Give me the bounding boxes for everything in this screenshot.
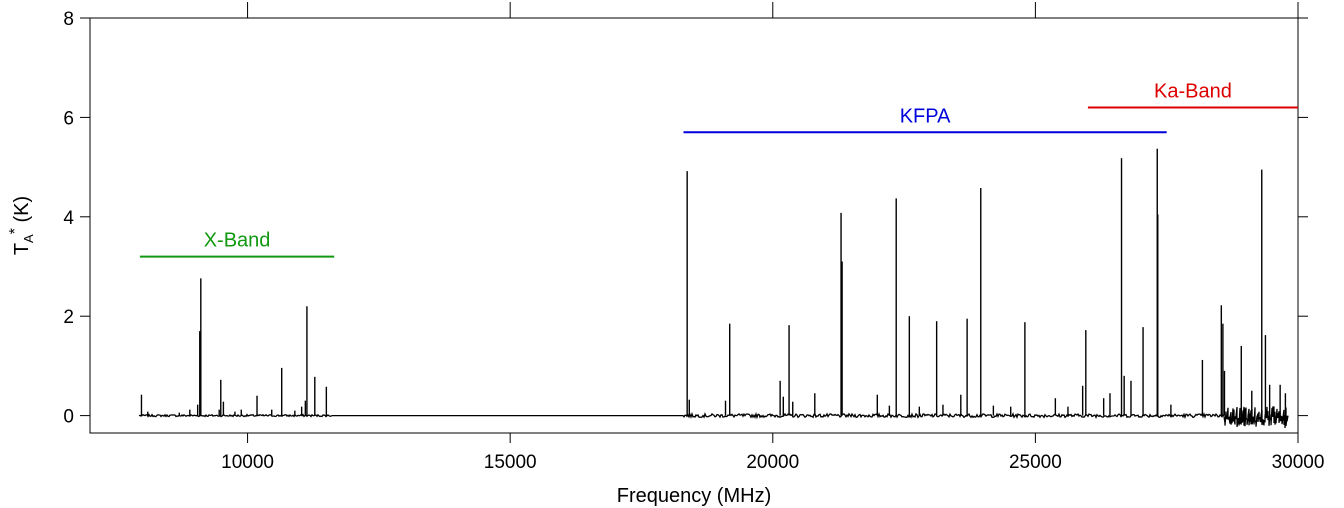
y-axis-title-sub: A bbox=[21, 234, 36, 243]
axis-ticks: 10000 15000 20000 25000 30000 0 2 4 6 8 bbox=[63, 2, 1324, 473]
spectrum-series bbox=[138, 148, 1289, 428]
y-axis-title-sup: * bbox=[7, 228, 24, 234]
y-tick-label: 8 bbox=[63, 9, 74, 30]
y-tick-label: 2 bbox=[63, 307, 74, 328]
y-axis-title-base: T bbox=[11, 243, 33, 255]
x-tick-label: 20000 bbox=[746, 452, 799, 473]
x-axis-title: Frequency (MHz) bbox=[617, 485, 771, 507]
band-label: Ka-Band bbox=[1154, 80, 1232, 102]
spectrum-baseline bbox=[138, 406, 1289, 428]
band-markers: X-Band KFPA Ka-Band bbox=[139, 80, 1298, 258]
y-axis-title-unit: (K) bbox=[11, 196, 33, 228]
plot-frame bbox=[89, 17, 1299, 434]
band-label: KFPA bbox=[900, 105, 951, 127]
x-tick-label: 10000 bbox=[221, 452, 274, 473]
y-axis-title: TA* (K) bbox=[7, 196, 36, 255]
y-tick-label: 6 bbox=[63, 108, 74, 129]
band-label: X-Band bbox=[204, 230, 271, 252]
x-tick-label: 15000 bbox=[484, 452, 537, 473]
x-tick-label: 25000 bbox=[1009, 452, 1062, 473]
y-tick-label: 0 bbox=[63, 407, 74, 428]
x-tick-label: 30000 bbox=[1272, 452, 1325, 473]
y-tick-label: 4 bbox=[63, 208, 74, 229]
